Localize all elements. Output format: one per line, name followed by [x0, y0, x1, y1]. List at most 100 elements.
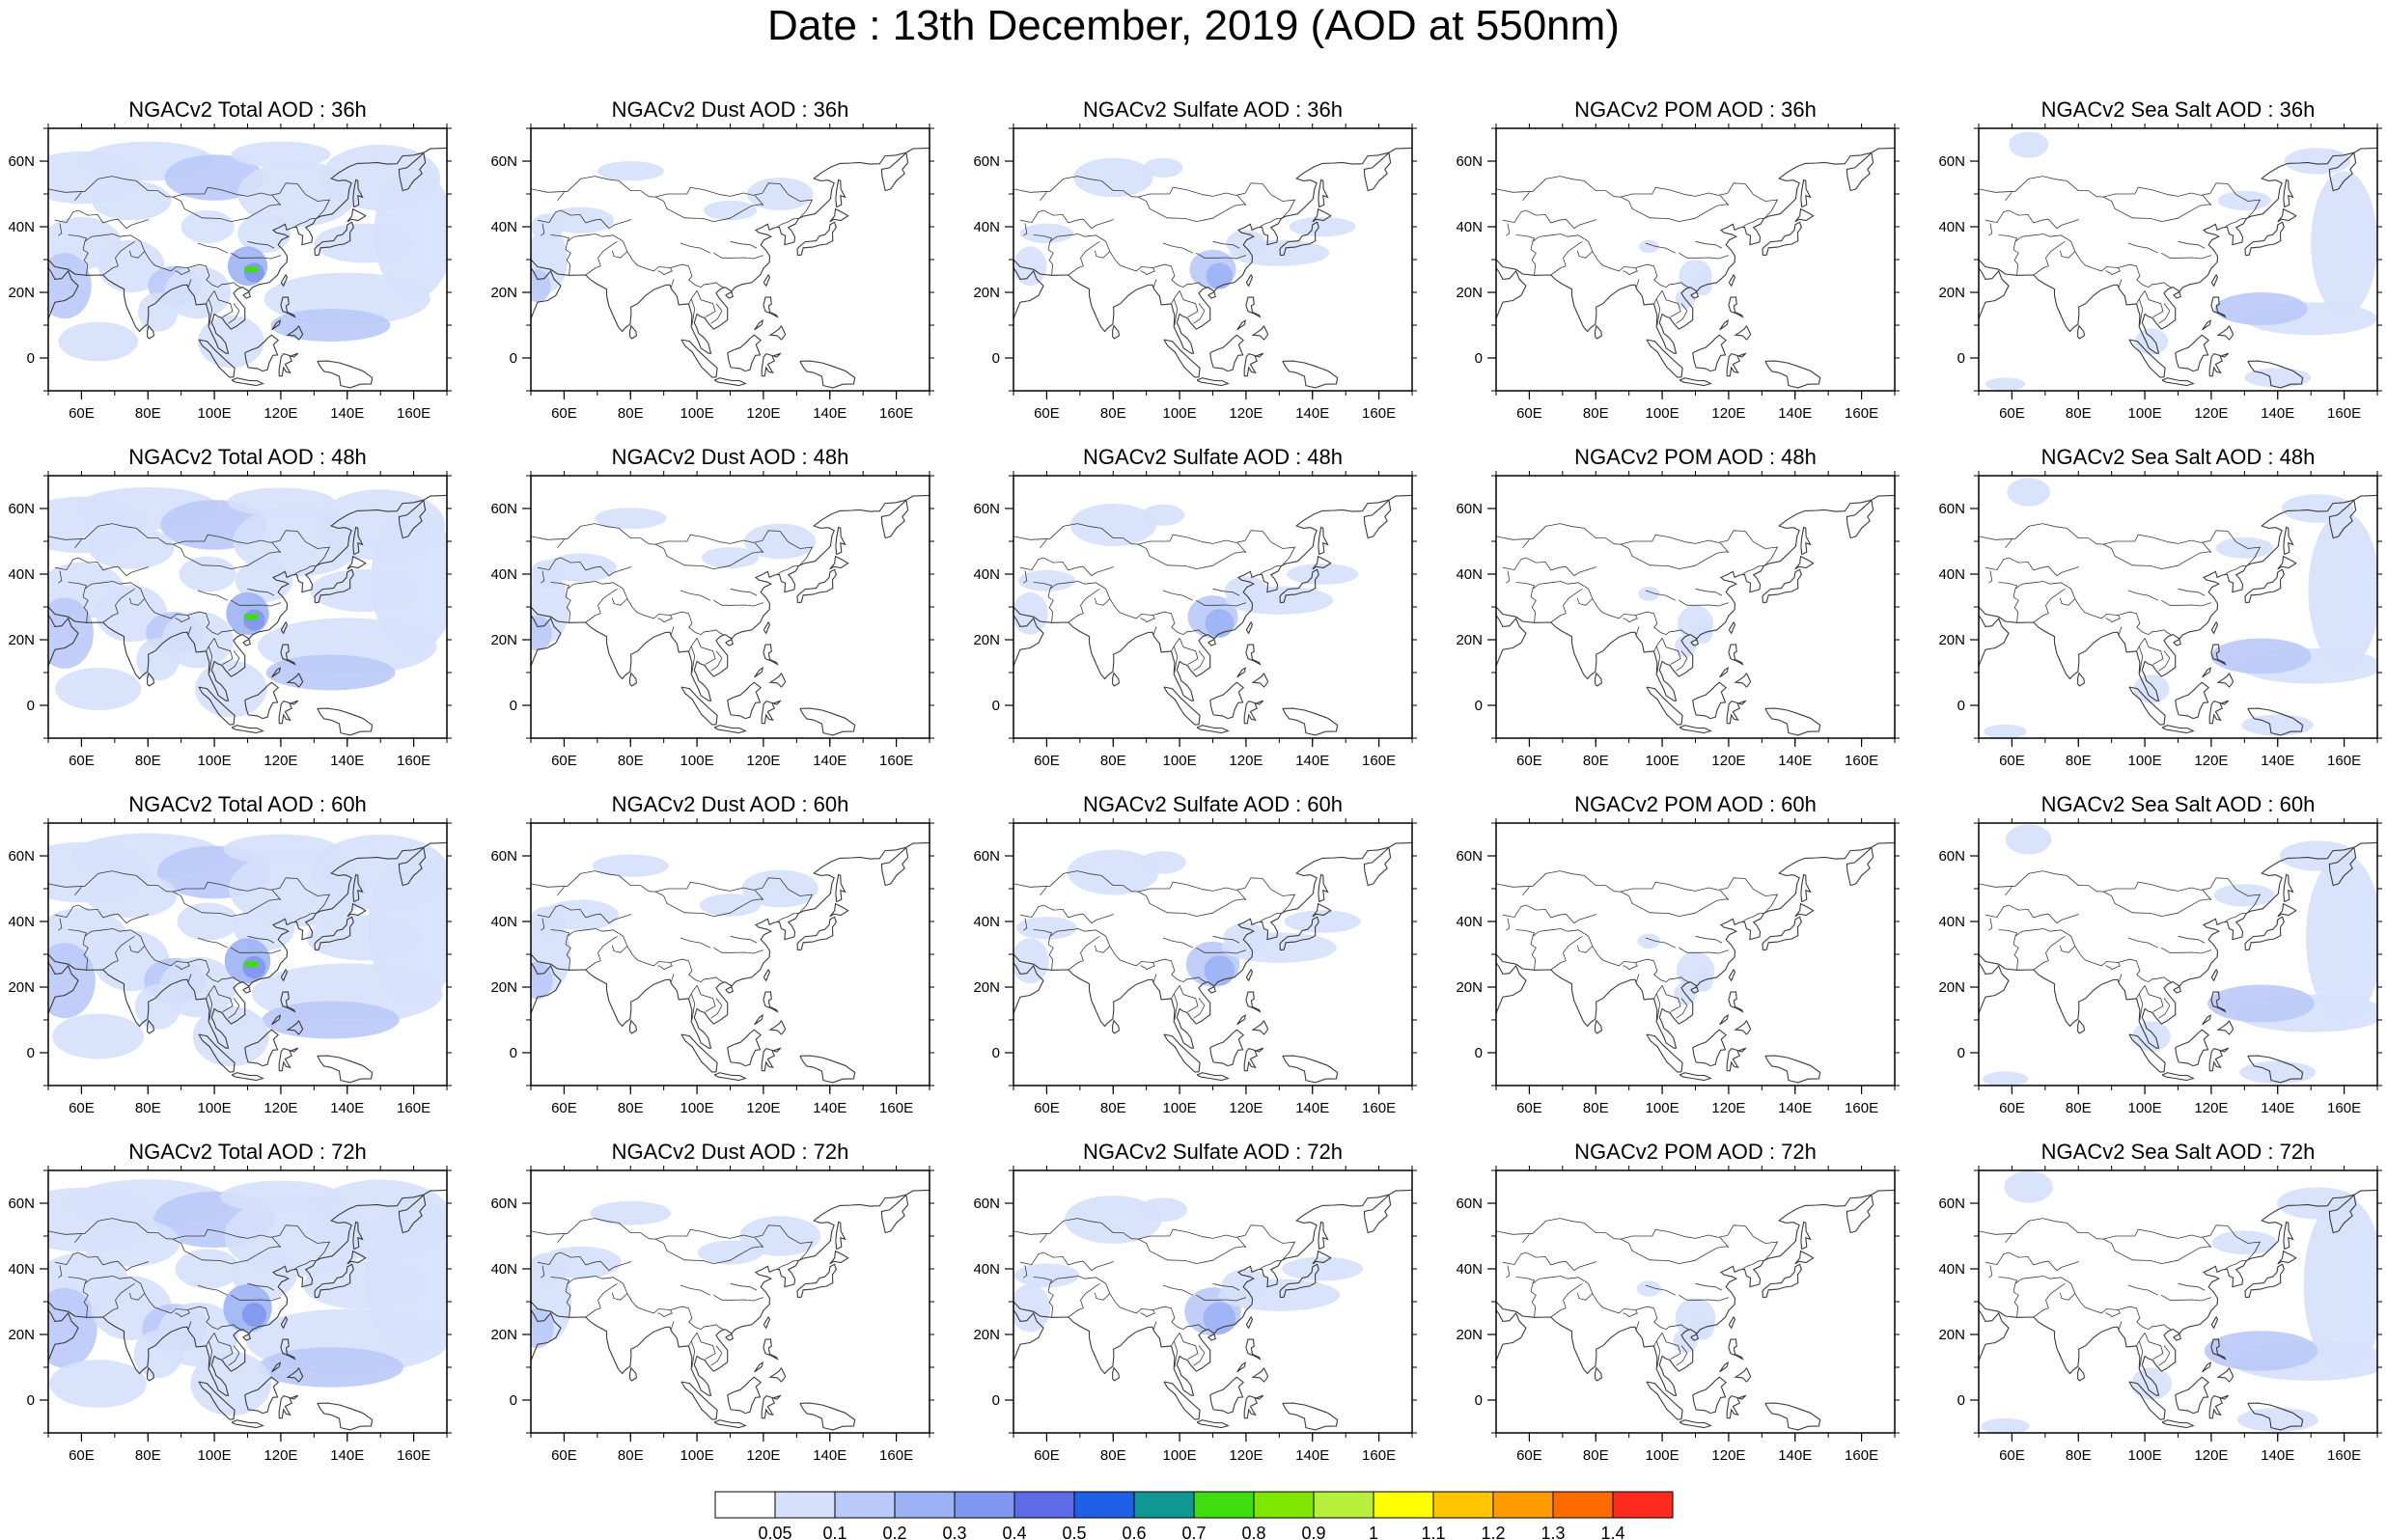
coastline [352, 526, 364, 556]
country-border [54, 209, 150, 230]
country-border [1676, 650, 1688, 672]
country-border [1179, 1333, 1199, 1360]
country-border [565, 1283, 569, 1292]
country-border [2105, 615, 2121, 623]
aod-hotspot [243, 266, 258, 273]
country-border [2158, 650, 2171, 672]
coastline [754, 1014, 763, 1026]
country-border [1162, 1284, 1193, 1296]
country-border [228, 998, 240, 1019]
coastline [1312, 1250, 1332, 1265]
country-border [1040, 887, 1047, 896]
country-border [531, 870, 656, 893]
coastline [280, 1315, 289, 1330]
colorbar-swatch [1492, 1491, 1554, 1519]
coastline [680, 1381, 718, 1420]
country-border [2103, 1224, 2262, 1261]
coastline [1692, 681, 1728, 720]
country-border [550, 1277, 570, 1284]
coastline [1251, 1367, 1269, 1383]
coastline [231, 377, 264, 387]
country-border [2012, 241, 2016, 250]
x-tick-label: 140E [330, 1100, 364, 1116]
country-border [1620, 530, 1779, 566]
map-background [531, 128, 930, 391]
aod-plume [595, 508, 667, 530]
country-border [567, 1276, 724, 1331]
coastline [1243, 352, 1264, 377]
x-tick-label: 80E [1583, 753, 1609, 769]
country-border [2127, 1284, 2158, 1296]
aod-field [1013, 823, 1412, 1086]
aod-plume [2008, 131, 2049, 158]
country-border [1742, 1260, 1764, 1270]
country-border [585, 240, 618, 276]
x-tick-label: 160E [397, 753, 430, 769]
country-border [1013, 870, 1139, 893]
coastline [1236, 1361, 1246, 1373]
x-tick-label: 140E [1778, 753, 1812, 769]
country-border [2161, 252, 2212, 260]
y-tick-label: 40N [1456, 1261, 1483, 1278]
country-border [1047, 596, 1054, 623]
coastline [398, 500, 427, 539]
y-tick-label: 60N [973, 1196, 1000, 1212]
aod-plume [1206, 262, 1234, 289]
coastline [1646, 1381, 1683, 1420]
aod-plume [1013, 1263, 1080, 1288]
y-tick-label: 60N [8, 501, 35, 517]
country-border [213, 985, 234, 1012]
country-border [68, 582, 88, 590]
y-tick-label: 40N [1938, 914, 1965, 930]
colorbar-label: 0.7 [1181, 1524, 1206, 1540]
x-tick-label: 120E [264, 405, 297, 422]
coastline [2244, 568, 2285, 604]
country-border [48, 176, 174, 198]
x-tick-label: 80E [135, 1100, 161, 1116]
y-tick-label: 40N [1456, 914, 1483, 930]
aod-field [1013, 476, 1412, 738]
country-border [537, 1251, 632, 1272]
y-tick-label: 60N [1938, 153, 1965, 170]
country-border [172, 182, 331, 219]
country-border [654, 890, 764, 918]
coastline [2173, 638, 2181, 646]
y-tick-label: 20N [1456, 632, 1483, 648]
aod-plume [306, 915, 422, 961]
country-border [82, 596, 89, 623]
x-tick-label: 140E [1778, 1100, 1812, 1116]
x-tick-label: 140E [1295, 753, 1329, 769]
aod-plume [1015, 917, 1078, 940]
x-tick-label: 120E [746, 1100, 780, 1116]
coastline [242, 290, 251, 299]
country-border [1040, 1234, 1047, 1244]
x-tick-label: 100E [2128, 753, 2162, 769]
x-tick-label: 140E [1295, 1100, 1329, 1116]
country-border [175, 267, 190, 276]
aod-plume [180, 210, 235, 243]
country-border [1515, 582, 1536, 590]
aod-field [1979, 476, 2377, 738]
country-border [1137, 890, 1247, 918]
country-border [1635, 1321, 1640, 1331]
map-panel: NGACv2 POM AOD : 48h 60E 80E 100E 120E 140E 16… [1456, 445, 1900, 769]
x-tick-label: 100E [198, 753, 232, 769]
country-border [1655, 993, 1661, 1021]
x-tick-label: 120E [746, 753, 780, 769]
coastline [1794, 902, 1815, 918]
coastline [835, 1221, 847, 1251]
y-tick-label: 60N [8, 153, 35, 170]
coastline [242, 1333, 251, 1341]
country-border [1094, 1292, 1111, 1301]
country-border [1173, 646, 1179, 674]
aod-plume [1140, 851, 1186, 874]
aod-plume [590, 1200, 672, 1225]
country-border [228, 1345, 240, 1366]
coastline [1013, 494, 1412, 701]
coastline [1719, 1361, 1729, 1373]
y-tick-label: 40N [8, 1261, 35, 1278]
coastline [799, 707, 856, 736]
x-tick-label: 60E [1516, 405, 1542, 422]
coastline [1209, 681, 1245, 720]
coastline [727, 1376, 763, 1415]
